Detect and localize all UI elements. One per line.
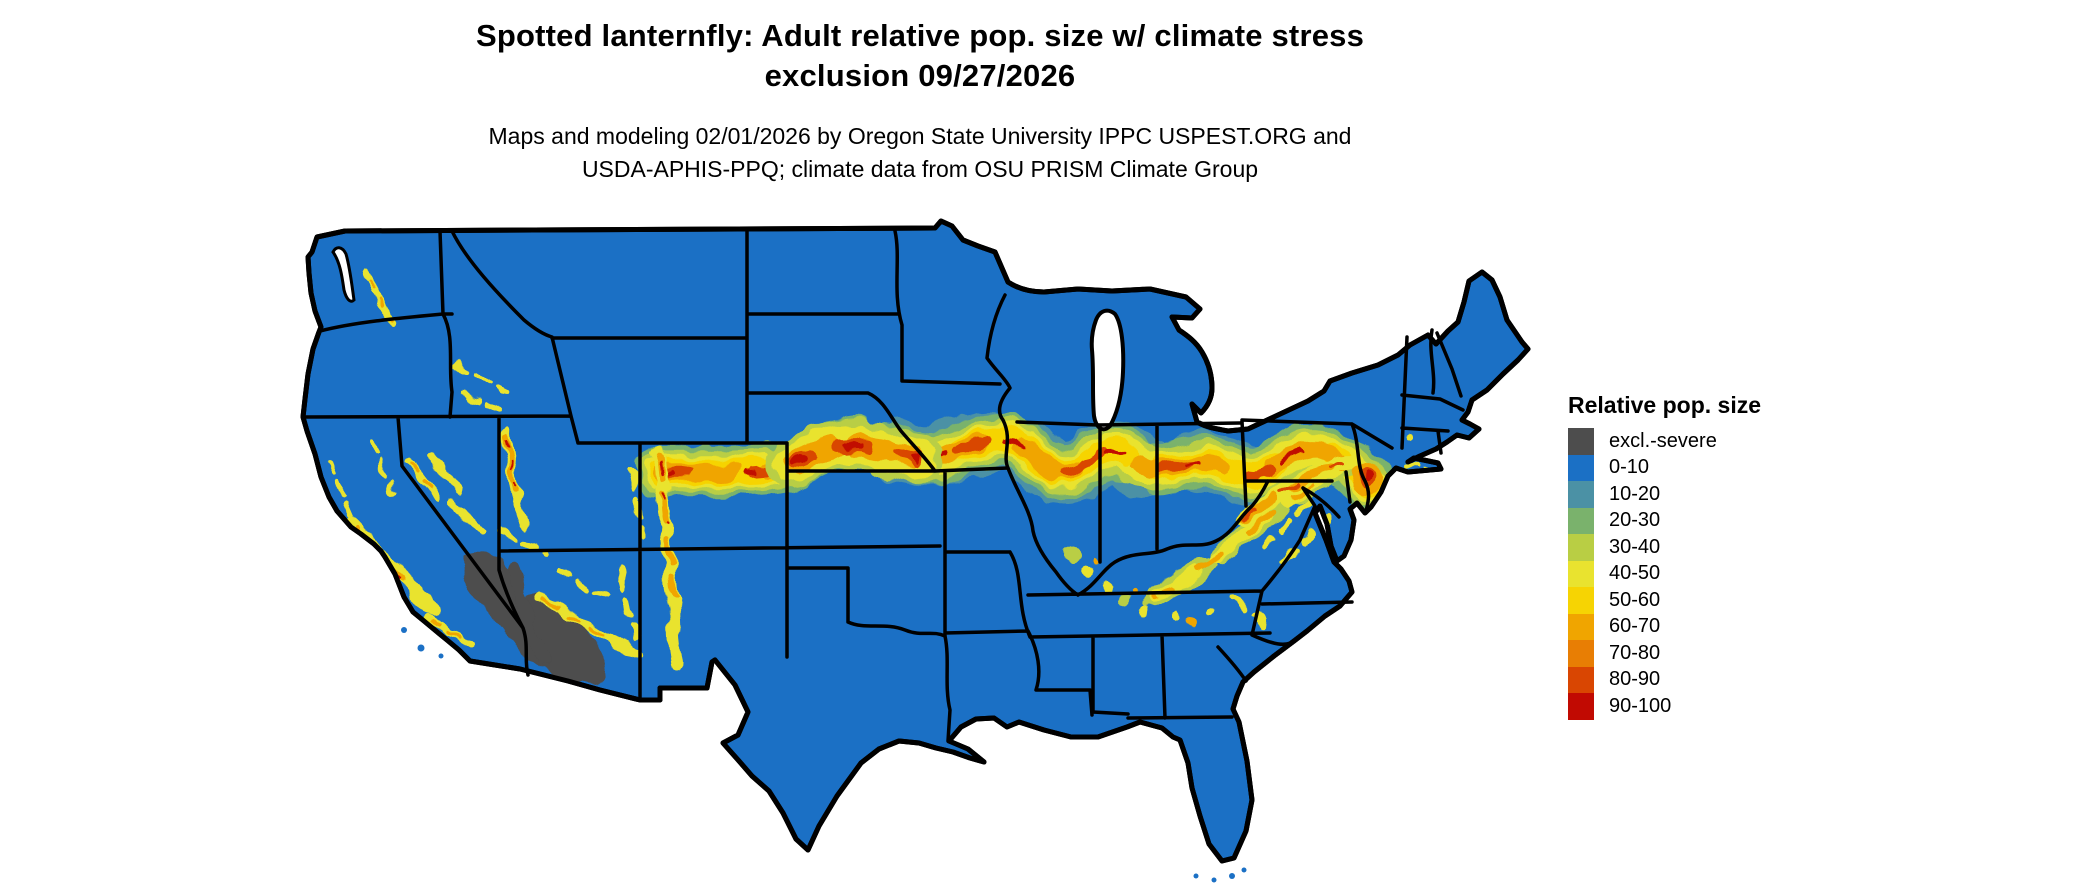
legend-item: 40-50 [1568, 560, 1828, 587]
population-raster-layers [329, 268, 1440, 687]
islands [401, 627, 1247, 883]
speckle-dot [1102, 582, 1114, 594]
wa-cascades-orange [368, 276, 393, 324]
legend-swatch [1568, 640, 1594, 667]
legend-label: excl.-severe [1609, 429, 1717, 452]
mogollon-orange [544, 600, 612, 640]
nevada-chains-orange [410, 462, 440, 499]
nj-hotspot [1350, 462, 1382, 494]
legend-label: 10-20 [1609, 482, 1661, 505]
legend-item: 80-90 [1568, 666, 1828, 693]
nevada-chains-yellow [404, 448, 486, 534]
florida-keys-dot [1241, 867, 1247, 873]
legend: Relative pop. size excl.-severe 0-10 10-20… [1568, 392, 1828, 720]
state-borders [301, 229, 1465, 743]
legend-swatch [1568, 666, 1594, 693]
channel-island-dot [401, 627, 407, 633]
puget-sound [331, 246, 356, 303]
excluded-region-river-finger [508, 560, 550, 666]
legend-swatch [1568, 613, 1594, 640]
legend-item: 50-60 [1568, 587, 1828, 614]
map-title-line2: exclusion 09/27/2026 [764, 58, 1076, 93]
legend-item: 20-30 [1568, 507, 1828, 534]
map-subtitle-line1: Maps and modeling 02/01/2026 by Oregon S… [488, 123, 1352, 149]
us-outline [303, 221, 1528, 861]
legend-swatch [1568, 693, 1594, 720]
legend-label: 30-40 [1609, 535, 1661, 558]
rockies-chain-red [659, 462, 670, 526]
az-northeast-chain [557, 567, 608, 598]
legend-item: 70-80 [1568, 640, 1828, 667]
socal-ranges-orange [430, 620, 470, 644]
channel-island-dot [438, 653, 444, 659]
legend-swatch [1568, 454, 1594, 481]
florida-keys-dot [1211, 877, 1217, 883]
legend-label: 80-90 [1609, 668, 1661, 691]
map-subtitle: Maps and modeling 02/01/2026 by Oregon S… [295, 120, 1545, 186]
legend-label: 60-70 [1609, 615, 1661, 638]
speckle-dot [1120, 595, 1130, 605]
legend-swatch [1568, 534, 1594, 561]
speckle-dot [1404, 433, 1412, 441]
florida-keys-dot [1229, 873, 1235, 879]
legend-label: 0-10 [1609, 456, 1650, 479]
legend-item: 60-70 [1568, 613, 1828, 640]
legend-swatch [1568, 507, 1594, 534]
legend-label: 90-100 [1609, 694, 1672, 717]
florida-keys-dot [1193, 873, 1199, 879]
nj-hotspot-red [1363, 469, 1373, 479]
population-raster [329, 268, 1440, 687]
legend-item: 30-40 [1568, 534, 1828, 561]
legend-item: excl.-severe [1568, 428, 1828, 455]
land-base [303, 221, 1528, 861]
legend-swatch [1568, 560, 1594, 587]
norcal-ranges [329, 439, 399, 525]
legend-items: excl.-severe 0-10 10-20 20-30 30-40 40-50 50-6… [1568, 428, 1828, 720]
legend-swatch [1568, 481, 1594, 508]
legend-item: 10-20 [1568, 481, 1828, 508]
idaho-chains [452, 359, 508, 414]
speckle-dot [1187, 617, 1197, 627]
legend-title: Relative pop. size [1568, 392, 1762, 418]
legend-swatch [1568, 428, 1594, 455]
speckle-dot [1206, 608, 1214, 616]
speckle-dot [1173, 612, 1181, 620]
channel-island-dot [417, 644, 425, 652]
mogollon-yellow [535, 593, 645, 657]
map-title-line1: Spotted lanternfly: Adult relative pop. … [475, 18, 1365, 53]
wasatch-red [505, 438, 518, 488]
lake-michigan [1089, 308, 1126, 432]
legend-swatch [1568, 587, 1594, 614]
speckle-dot [1065, 548, 1079, 562]
speckle-dot [1084, 566, 1096, 578]
map-subtitle-line2: USDA-APHIS-PPQ; climate data from OSU PR… [581, 156, 1259, 182]
legend-label: 70-80 [1609, 641, 1661, 664]
legend-item: 0-10 [1568, 454, 1828, 481]
legend-label: 40-50 [1609, 562, 1661, 585]
kentucky-tennessee-blobs [1065, 433, 1412, 627]
legend-label: 50-60 [1609, 588, 1661, 611]
map-title: Spotted lanternfly: Adult relative pop. … [295, 16, 1545, 96]
speckle-dot [1140, 605, 1150, 615]
excluded-region-southwest [460, 551, 608, 687]
legend-label: 20-30 [1609, 509, 1661, 532]
legend-item: 90-100 [1568, 693, 1828, 720]
